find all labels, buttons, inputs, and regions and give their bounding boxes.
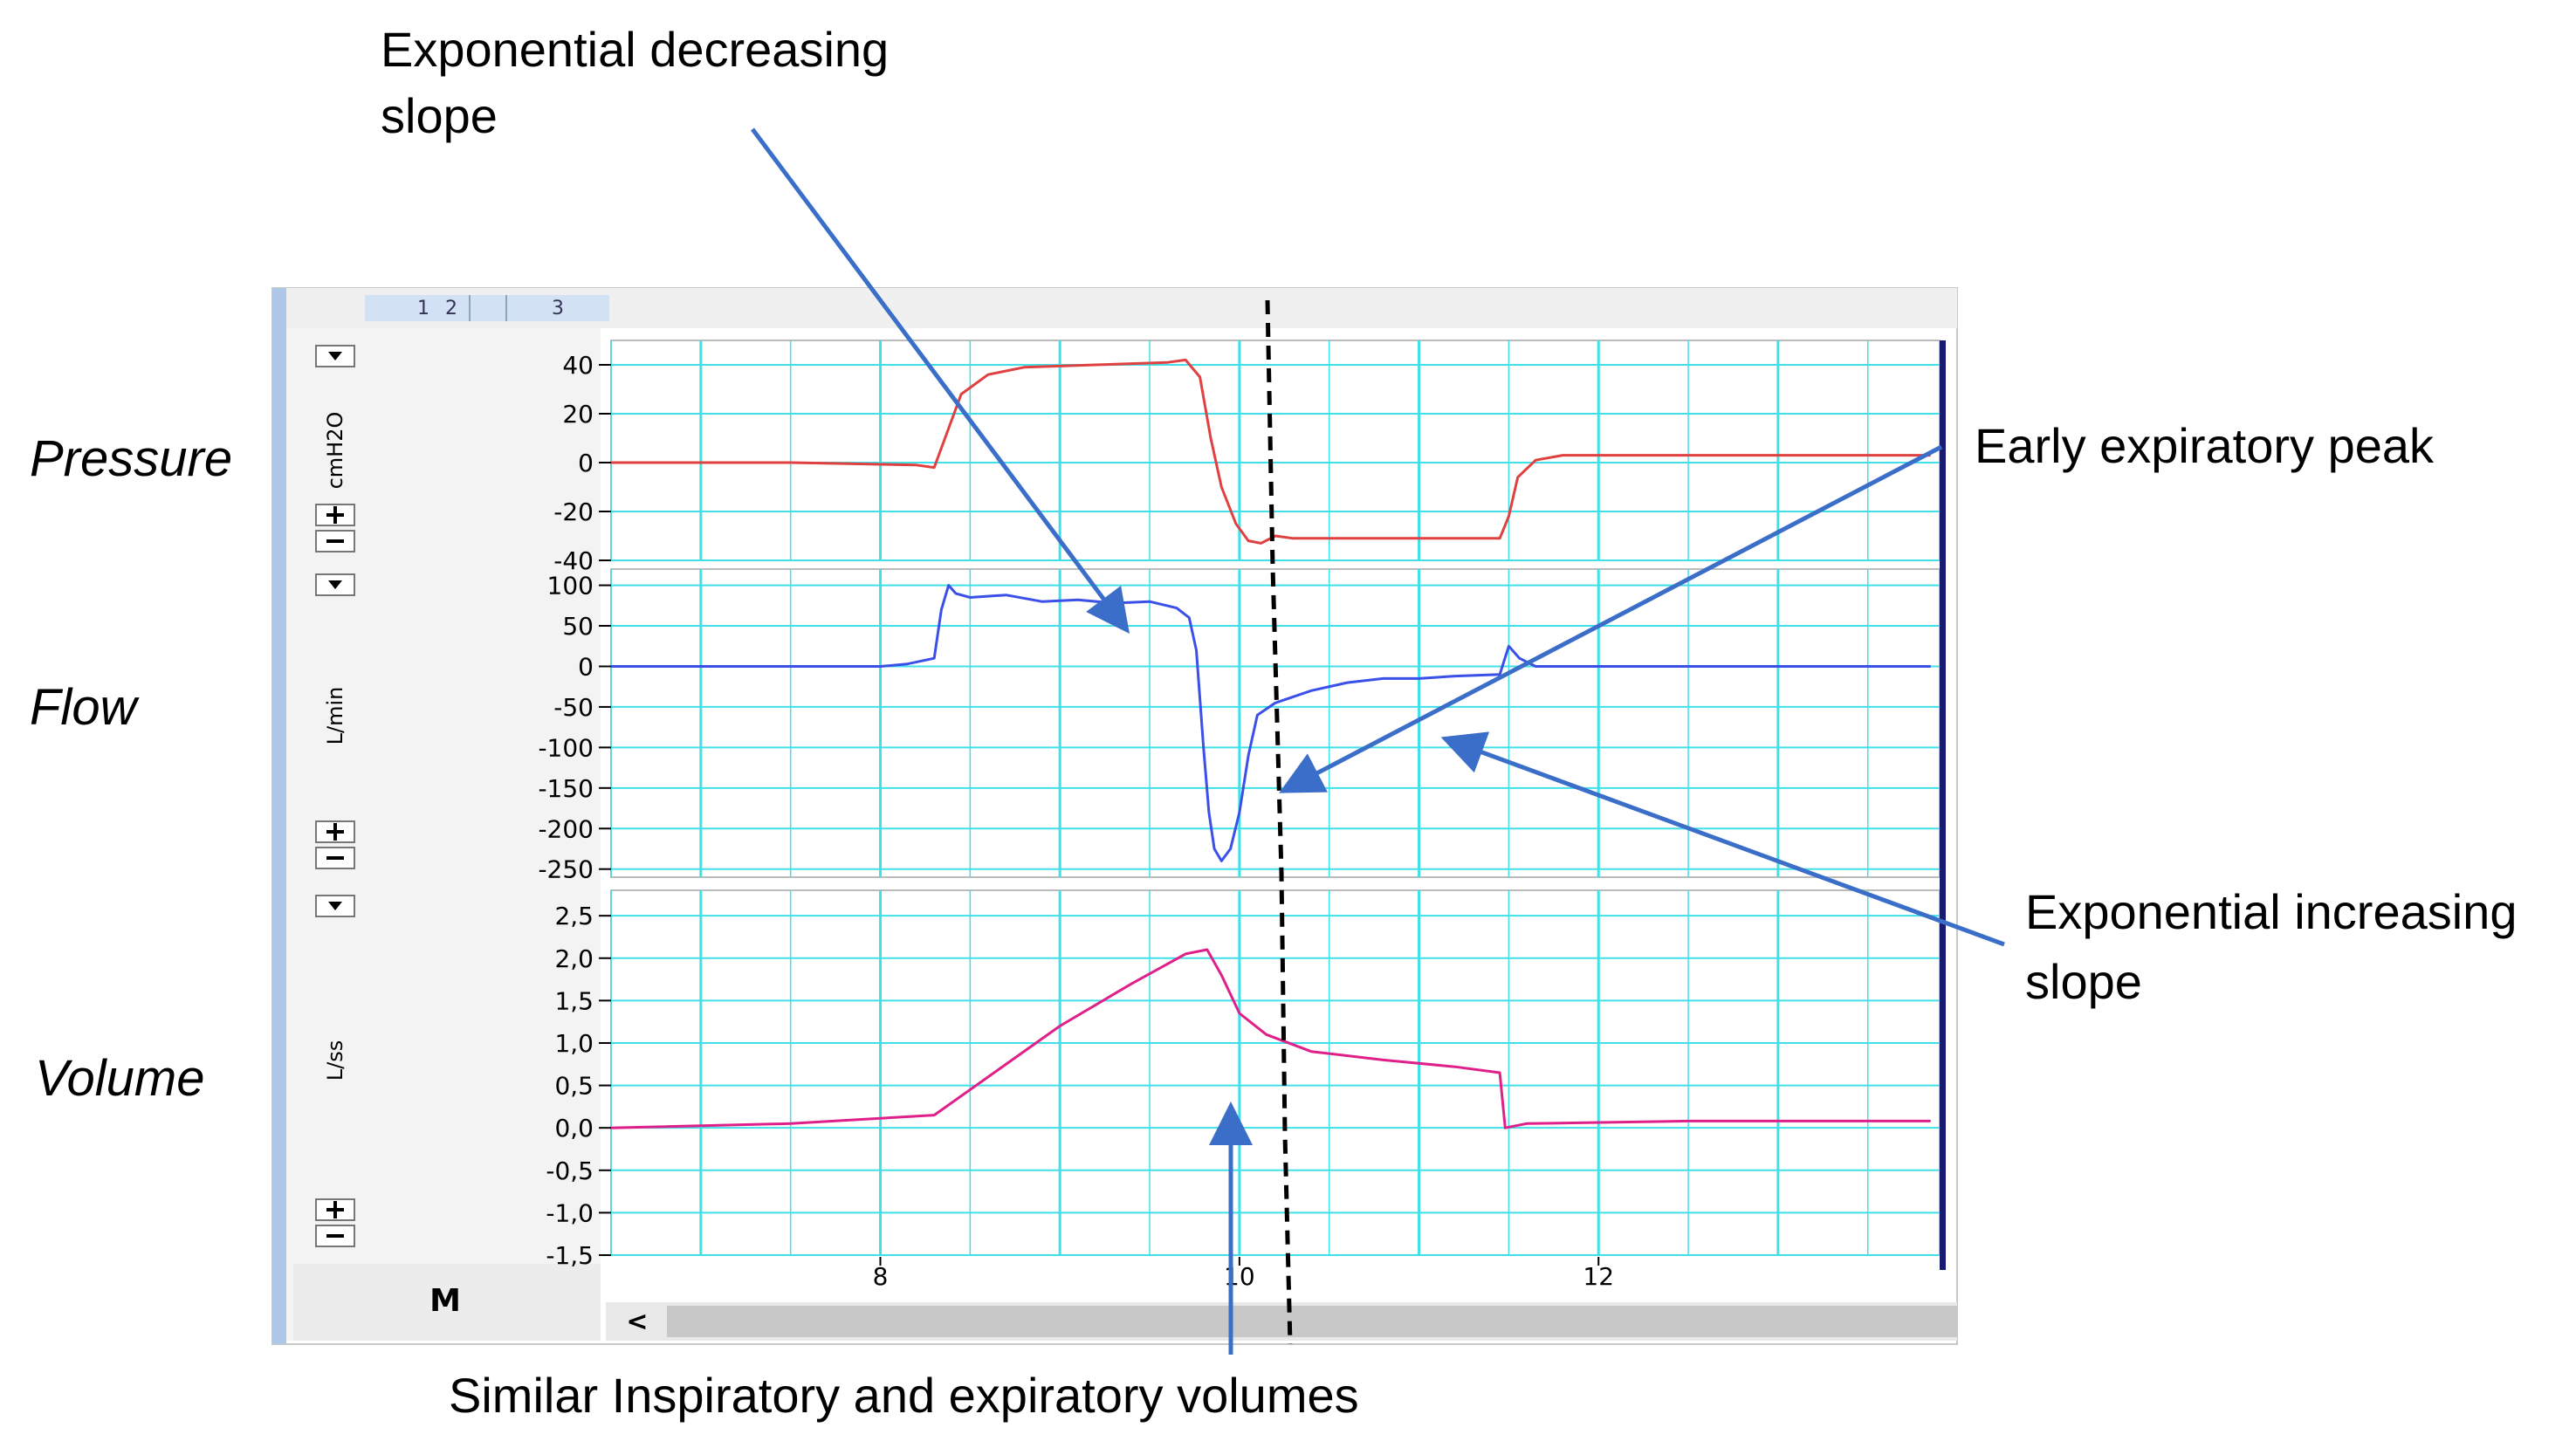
flow-tick-label: -200: [538, 814, 594, 843]
pressure-tick-label: 20: [562, 400, 594, 429]
flow-tick-label: -250: [538, 855, 594, 884]
phase-marker-line: [1265, 299, 1293, 1345]
arrow-decreasing: [750, 127, 1130, 635]
flow-trace: [611, 584, 1931, 862]
m-icon[interactable]: M: [429, 1283, 461, 1319]
x-tick-label: 10: [1224, 1262, 1255, 1291]
tab-3[interactable]: 3: [552, 298, 564, 319]
flow-plot-area: [610, 568, 1941, 878]
tab-2[interactable]: 2: [445, 298, 457, 319]
flow-tick-label: -50: [553, 693, 594, 722]
arrow-peak: [1279, 444, 1943, 793]
bottom-left-cell: [293, 1264, 601, 1341]
pressure-tick-label: -20: [553, 498, 594, 526]
volume-tick-label: 1,0: [554, 1029, 594, 1058]
annotation-volumes: Similar Inspiratory and expiratory volum…: [449, 1368, 1359, 1423]
arrow-increasing: [1440, 731, 2005, 947]
volume-plot-area: [610, 889, 1941, 1256]
label-pressure: Pressure: [30, 430, 232, 487]
volume-tick-label: 0,0: [554, 1114, 594, 1143]
annotation-decreasing-line2: slope: [381, 88, 498, 143]
x-tick-label: 12: [1583, 1262, 1614, 1291]
chevron-down-icon: [328, 580, 342, 589]
flow-tick-label: 50: [562, 612, 594, 641]
volume-tick-label: -1,0: [546, 1198, 594, 1227]
scroll-left-arrow[interactable]: <: [626, 1307, 648, 1337]
pressure-plot-area: [610, 340, 1941, 561]
volume-trace: [610, 948, 1931, 1129]
volume-tick-label: 2,5: [554, 902, 594, 930]
window-left-border: [272, 288, 286, 1344]
annotation-increasing-line2: slope: [2025, 954, 2142, 1009]
flow-tick-label: -100: [538, 733, 594, 762]
volume-tick-label: 0,5: [554, 1072, 594, 1101]
label-flow: Flow: [30, 679, 140, 736]
volume-tick-label: -1,5: [546, 1241, 594, 1270]
volume-tick-label: 2,0: [554, 944, 594, 973]
annotation-decreasing-line1: Exponential decreasing: [381, 22, 889, 77]
volume-tick-label: 1,5: [554, 986, 594, 1015]
pressure-unit-label: cmH2O: [323, 412, 347, 490]
x-tick-label: 8: [873, 1262, 889, 1291]
pressure-tick-label: -40: [553, 546, 594, 575]
volume-unit-label: L/ss: [323, 1040, 347, 1081]
volume-tick-label: -0,5: [546, 1156, 594, 1185]
plus-icon: [326, 823, 344, 841]
right-cursor-bar: [1940, 340, 1946, 1270]
chevron-down-icon: [328, 902, 342, 910]
pressure-trace: [611, 358, 1931, 545]
annotation-peak: Early expiratory peak: [1975, 418, 2435, 473]
chevron-down-icon: [328, 352, 342, 360]
pressure-tick-label: 0: [578, 449, 594, 477]
label-volume: Volume: [35, 1050, 205, 1107]
flow-tick-label: 0: [578, 652, 594, 681]
flow-unit-label: L/min: [323, 687, 347, 745]
plus-icon: [326, 1201, 344, 1218]
pressure-tick-label: 40: [562, 351, 594, 380]
scrollbar-thumb[interactable]: [667, 1306, 1957, 1337]
flow-tick-label: -150: [538, 774, 594, 803]
tab-1[interactable]: 1: [417, 298, 429, 319]
plus-icon: [326, 506, 344, 524]
flow-tick-label: 100: [547, 572, 594, 601]
tab-strip: [365, 295, 609, 321]
annotation-increasing-line1: Exponential increasing: [2025, 884, 2517, 939]
